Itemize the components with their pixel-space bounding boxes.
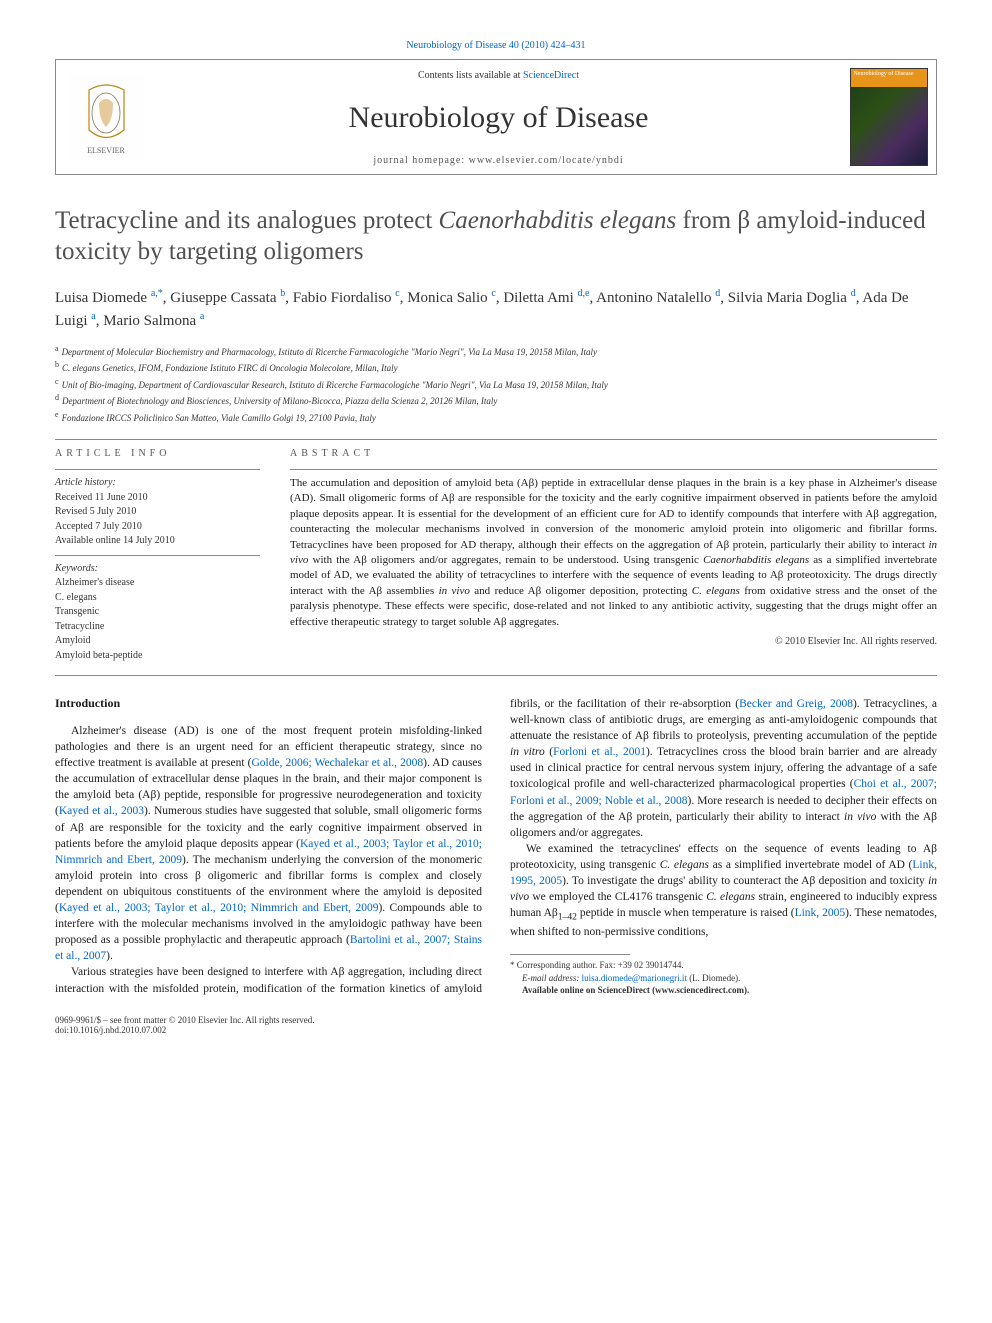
- keyword-line: Alzheimer's disease: [55, 576, 260, 591]
- svg-text:ELSEVIER: ELSEVIER: [87, 146, 125, 155]
- sciencedirect-link[interactable]: ScienceDirect: [523, 70, 579, 81]
- footnotes: * Corresponding author. Fax: +39 02 3901…: [510, 959, 937, 997]
- cover-title: Neurobiology of Disease: [854, 71, 924, 78]
- homepage-prefix: journal homepage:: [373, 155, 468, 166]
- journal-header-center: Contents lists available at ScienceDirec…: [156, 60, 841, 174]
- journal-name: Neurobiology of Disease: [166, 101, 831, 135]
- divider: [290, 469, 937, 470]
- journal-cover-thumbnail: Neurobiology of Disease: [850, 68, 928, 166]
- divider: [55, 469, 260, 470]
- keyword-line: Transgenic: [55, 605, 260, 620]
- divider: [55, 439, 937, 440]
- keywords-label: Keywords:: [55, 562, 260, 577]
- affiliation-line: dDepartment of Biotechnology and Bioscie…: [55, 392, 937, 409]
- journal-homepage-line: journal homepage: www.elsevier.com/locat…: [166, 155, 831, 166]
- history-line: Received 11 June 2010: [55, 491, 260, 506]
- author-list: Luisa Diomede a,*, Giuseppe Cassata b, F…: [55, 286, 937, 333]
- availability-note: Available online on ScienceDirect (www.s…: [510, 984, 937, 997]
- corresponding-email-line: E-mail address: luisa.diomede@marionegri…: [510, 972, 937, 985]
- keyword-line: Tetracycline: [55, 620, 260, 635]
- article-history-label: Article history:: [55, 476, 260, 491]
- affiliation-list: aDepartment of Molecular Biochemistry an…: [55, 343, 937, 426]
- body-paragraph: Alzheimer's disease (AD) is one of the m…: [55, 723, 482, 964]
- article-info-column: ARTICLE INFO Article history: Received 1…: [55, 448, 260, 663]
- homepage-url: www.elsevier.com/locate/ynbdi: [469, 155, 624, 166]
- history-line: Available online 14 July 2010: [55, 534, 260, 549]
- journal-cover-cell: Neurobiology of Disease: [841, 60, 936, 174]
- keyword-line: Amyloid beta-peptide: [55, 649, 260, 664]
- elsevier-logo: ELSEVIER: [69, 75, 144, 160]
- keyword-line: C. elegans: [55, 591, 260, 606]
- corresponding-author-note: * Corresponding author. Fax: +39 02 3901…: [510, 959, 937, 972]
- footnote-separator: [510, 954, 630, 955]
- divider: [55, 675, 937, 676]
- introduction-text: Alzheimer's disease (AD) is one of the m…: [55, 696, 937, 997]
- contents-available-line: Contents lists available at ScienceDirec…: [166, 70, 831, 81]
- publisher-logo-cell: ELSEVIER: [56, 60, 156, 174]
- keyword-line: Amyloid: [55, 634, 260, 649]
- front-matter-line: 0969-9961/$ – see front matter © 2010 El…: [55, 1015, 315, 1025]
- divider: [55, 555, 260, 556]
- article-title: Tetracycline and its analogues protect C…: [55, 205, 937, 268]
- journal-header-box: ELSEVIER Contents lists available at Sci…: [55, 59, 937, 175]
- contents-prefix: Contents lists available at: [418, 70, 523, 81]
- affiliation-line: bC. elegans Genetics, IFOM, Fondazione I…: [55, 359, 937, 376]
- abstract-copyright: © 2010 Elsevier Inc. All rights reserved…: [290, 636, 937, 647]
- history-line: Accepted 7 July 2010: [55, 520, 260, 535]
- affiliation-line: cUnit of Bio-imaging, Department of Card…: [55, 376, 937, 393]
- email-suffix: (L. Diomede).: [687, 973, 740, 983]
- affiliation-line: eFondazione IRCCS Policlinico San Matteo…: [55, 409, 937, 426]
- affiliation-line: aDepartment of Molecular Biochemistry an…: [55, 343, 937, 360]
- article-history-block: Article history: Received 11 June 2010Re…: [55, 476, 260, 549]
- keywords-block: Keywords: Alzheimer's diseaseC. elegansT…: [55, 562, 260, 664]
- doi-line: doi:10.1016/j.nbd.2010.07.002: [55, 1025, 315, 1035]
- corresponding-email-link[interactable]: luisa.diomede@marionegri.it: [582, 973, 687, 983]
- email-label: E-mail address:: [522, 973, 582, 983]
- page-footer: 0969-9961/$ – see front matter © 2010 El…: [55, 1015, 937, 1035]
- abstract-text: The accumulation and deposition of amylo…: [290, 476, 937, 630]
- body-paragraph: We examined the tetracyclines' effects o…: [510, 841, 937, 940]
- history-line: Revised 5 July 2010: [55, 505, 260, 520]
- citation-link[interactable]: Neurobiology of Disease 40 (2010) 424–43…: [406, 40, 585, 51]
- footer-left: 0969-9961/$ – see front matter © 2010 El…: [55, 1015, 315, 1035]
- citation-header: Neurobiology of Disease 40 (2010) 424–43…: [55, 40, 937, 51]
- article-info-heading: ARTICLE INFO: [55, 448, 260, 459]
- introduction-heading: Introduction: [55, 696, 482, 711]
- abstract-heading: ABSTRACT: [290, 448, 937, 459]
- abstract-column: ABSTRACT The accumulation and deposition…: [290, 448, 937, 663]
